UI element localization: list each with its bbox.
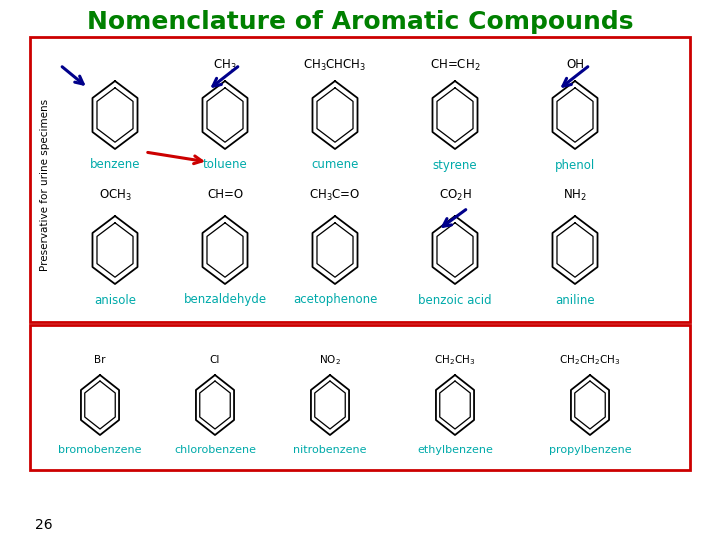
Bar <box>30 37 690 322</box>
Text: CH=CH$_2$: CH=CH$_2$ <box>430 57 480 72</box>
Text: Br: Br <box>94 355 106 365</box>
Text: toluene: toluene <box>202 159 248 172</box>
Text: acetophenone: acetophenone <box>293 294 377 307</box>
Text: CH$_2$CH$_2$CH$_3$: CH$_2$CH$_2$CH$_3$ <box>559 353 621 367</box>
Text: CH$_2$CH$_3$: CH$_2$CH$_3$ <box>434 353 476 367</box>
Text: CH$_3$C=O: CH$_3$C=O <box>310 187 361 202</box>
Text: OH: OH <box>566 58 584 71</box>
Text: CH$_3$: CH$_3$ <box>213 57 237 72</box>
Text: phenol: phenol <box>555 159 595 172</box>
Text: nitrobenzene: nitrobenzene <box>293 445 366 455</box>
Text: benzaldehyde: benzaldehyde <box>184 294 266 307</box>
Text: bromobenzene: bromobenzene <box>58 445 142 455</box>
Text: NH$_2$: NH$_2$ <box>563 187 587 202</box>
Text: Cl: Cl <box>210 355 220 365</box>
Text: propylbenzene: propylbenzene <box>549 445 631 455</box>
Text: 26: 26 <box>35 518 53 532</box>
Text: anisole: anisole <box>94 294 136 307</box>
Text: cumene: cumene <box>311 159 359 172</box>
Text: styrene: styrene <box>433 159 477 172</box>
Text: benzoic acid: benzoic acid <box>418 294 492 307</box>
Text: ethylbenzene: ethylbenzene <box>417 445 493 455</box>
Text: OCH$_3$: OCH$_3$ <box>99 187 132 202</box>
Text: Preservative for urine specimens: Preservative for urine specimens <box>40 99 50 271</box>
Text: CH=O: CH=O <box>207 188 243 201</box>
Bar <box>30 325 690 470</box>
Text: CH$_3$CHCH$_3$: CH$_3$CHCH$_3$ <box>303 57 366 72</box>
Text: aniline: aniline <box>555 294 595 307</box>
Text: chlorobenzene: chlorobenzene <box>174 445 256 455</box>
Text: benzene: benzene <box>90 159 140 172</box>
Text: NO$_2$: NO$_2$ <box>319 353 341 367</box>
Text: CO$_2$H: CO$_2$H <box>438 187 472 202</box>
Text: Nomenclature of Aromatic Compounds: Nomenclature of Aromatic Compounds <box>86 10 634 34</box>
